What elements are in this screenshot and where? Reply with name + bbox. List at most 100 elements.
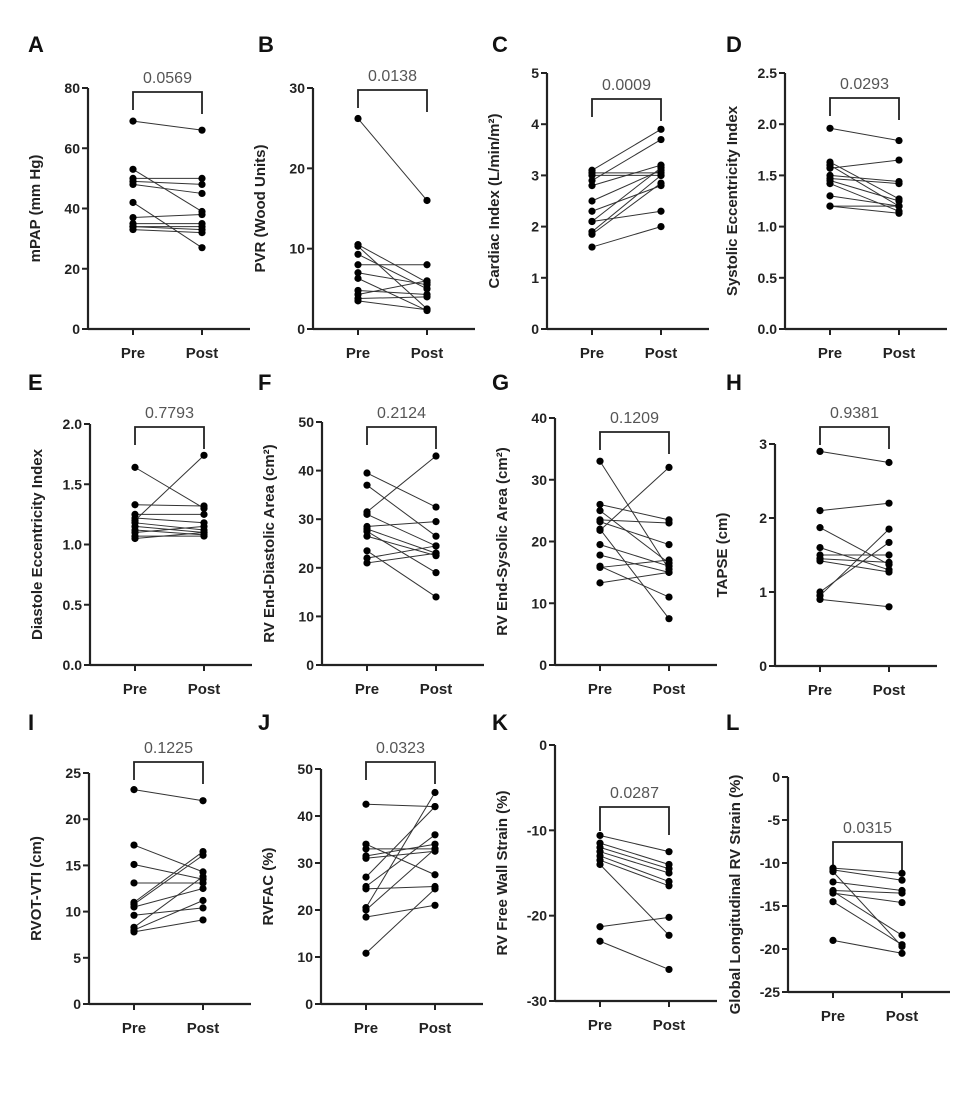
significance-bracket (134, 426, 205, 449)
post-point (885, 603, 893, 611)
pre-point (130, 879, 138, 887)
post-point (665, 556, 673, 564)
panel-k: K -30 -20 -10 0 Pre Post RV Free Wall Strain (%… (492, 710, 717, 1034)
pair-line (134, 517, 205, 524)
post-point (665, 519, 673, 527)
pair-line (591, 139, 662, 181)
pre-point (362, 913, 370, 921)
significance-bracket (365, 761, 436, 784)
y-tick-label: 1 (759, 584, 767, 600)
x-tick-label-pre: Pre (123, 681, 147, 698)
y-tick-label: -25 (760, 984, 780, 1000)
y-tick-label: 1.5 (758, 167, 778, 183)
pair-line (132, 180, 203, 185)
pre-point (596, 923, 604, 931)
x-tick-label-post: Post (188, 681, 221, 698)
pair-line (599, 846, 670, 870)
post-point (432, 569, 440, 577)
pair-line (599, 544, 670, 567)
pair-line (134, 454, 205, 521)
x-tick-label-post: Post (419, 1020, 452, 1037)
pre-point (588, 176, 596, 185)
pre-point (363, 559, 371, 567)
pair-line (357, 296, 428, 299)
pair-line (819, 527, 890, 566)
post-point (198, 210, 206, 219)
panel-letter: L (726, 710, 739, 735)
pre-point (363, 547, 371, 555)
panel-letter: G (492, 370, 509, 395)
x-tick-label-post: Post (645, 345, 678, 362)
post-point (657, 125, 665, 133)
pair-line (832, 867, 903, 874)
significance-bracket (133, 761, 204, 784)
y-tick-label: 40 (297, 808, 313, 824)
y-tick-label: 30 (298, 511, 314, 527)
post-point (895, 209, 903, 217)
x-tick-label-post: Post (886, 1008, 919, 1025)
significance-bracket (832, 841, 903, 870)
y-tick-label: 50 (298, 414, 314, 430)
post-point (885, 499, 893, 507)
x-tick-label-post: Post (653, 681, 686, 698)
pre-point (596, 563, 604, 572)
post-point (198, 189, 206, 198)
post-point (200, 502, 208, 510)
pre-point (363, 469, 371, 477)
pre-point (588, 171, 596, 179)
pair-line (819, 542, 890, 593)
pair-line (599, 521, 670, 546)
post-point (657, 164, 665, 172)
pre-point (354, 297, 362, 305)
y-tick-label: 10 (65, 904, 81, 920)
pair-line (133, 876, 204, 928)
post-point (665, 869, 673, 877)
pair-line (366, 484, 437, 537)
post-point (432, 452, 440, 460)
pre-point (596, 457, 604, 465)
y-tick-label: 0.0 (758, 321, 778, 337)
post-point (898, 869, 906, 877)
y-tick-label: 0 (297, 321, 305, 337)
y-tick-label: 50 (297, 761, 313, 777)
significance-bracket (591, 98, 662, 121)
post-point (432, 549, 440, 557)
pre-point (130, 928, 138, 936)
pair-line (133, 907, 204, 916)
post-point (199, 872, 207, 881)
post-point (898, 949, 906, 957)
pair-line (366, 550, 437, 598)
y-axis-label: Cardiac Index (L/min/m²) (486, 113, 503, 288)
pre-point (129, 198, 137, 207)
pair-line (132, 214, 203, 219)
pair-line (133, 851, 204, 903)
pair-line (357, 277, 428, 311)
pair-line (599, 864, 670, 936)
x-tick-label-pre: Pre (580, 345, 604, 362)
y-tick-label: -10 (760, 855, 780, 871)
post-point (200, 451, 208, 459)
pair-line (591, 164, 662, 187)
pair-line (134, 504, 205, 507)
p-value-label: 0.0323 (376, 740, 425, 757)
y-tick-label: 2.5 (758, 65, 778, 81)
pair-line (591, 175, 662, 233)
pre-point (596, 507, 604, 515)
x-tick-label-pre: Pre (588, 1017, 612, 1034)
y-tick-label: 1 (531, 270, 539, 286)
pre-point (362, 845, 370, 853)
y-tick-label: 0.5 (758, 270, 778, 286)
pre-point (596, 937, 604, 945)
pair-line (829, 177, 900, 185)
y-tick-label: 0 (306, 657, 314, 673)
post-point (431, 901, 439, 909)
y-tick-label: -20 (527, 908, 547, 924)
pre-point (129, 180, 137, 188)
y-tick-label: 30 (531, 472, 547, 488)
pair-line (134, 529, 205, 536)
pair-line (832, 901, 903, 946)
pair-line (133, 919, 204, 933)
pre-point (130, 786, 138, 794)
pair-line (599, 565, 670, 598)
post-point (423, 306, 431, 314)
